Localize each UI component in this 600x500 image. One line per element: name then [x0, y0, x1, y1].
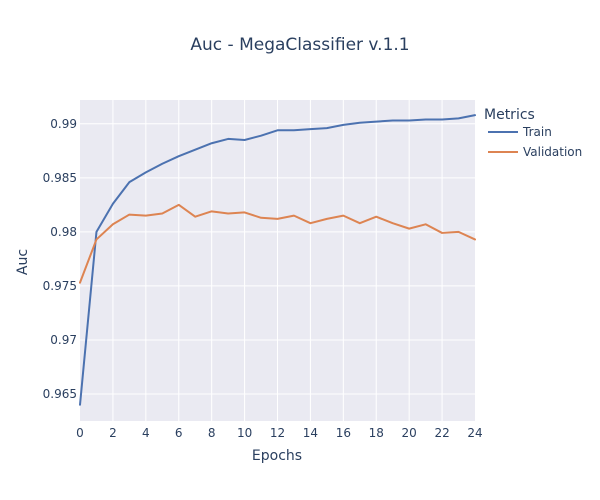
y-axis-ticks: 0.965 0.97 0.975 0.98 0.985 0.99: [43, 117, 77, 401]
x-tick-label: 8: [208, 426, 216, 440]
x-gridlines: [112, 100, 443, 421]
x-tick-label: 12: [270, 426, 285, 440]
y-tick-label: 0.98: [50, 225, 77, 239]
x-tick-label: 22: [434, 426, 449, 440]
legend[interactable]: Metrics Train Validation: [484, 107, 582, 159]
x-axis-title: Epochs: [252, 448, 302, 464]
x-tick-label: 18: [369, 426, 384, 440]
legend-label: Train: [522, 125, 552, 139]
y-tick-label: 0.99: [50, 117, 77, 131]
x-tick-label: 0: [76, 426, 84, 440]
x-tick-label: 14: [303, 426, 318, 440]
x-axis-ticks: 0 2 4 6 8 10 12 14 16 18 20 22 24: [76, 426, 482, 440]
x-tick-label: 10: [237, 426, 252, 440]
x-tick-label: 16: [336, 426, 351, 440]
y-tick-label: 0.975: [43, 279, 77, 293]
y-tick-label: 0.985: [43, 171, 77, 185]
x-tick-label: 20: [402, 426, 417, 440]
legend-item-validation[interactable]: Validation: [488, 145, 582, 159]
y-axis-title: Auc: [15, 249, 31, 275]
legend-title: Metrics: [484, 107, 535, 123]
x-tick-label: 4: [142, 426, 150, 440]
x-tick-label: 6: [175, 426, 183, 440]
series-layer: [79, 114, 476, 406]
legend-label: Validation: [523, 145, 582, 159]
y-tick-label: 0.965: [43, 387, 77, 401]
legend-item-train[interactable]: Train: [488, 125, 552, 139]
x-tick-label: 2: [109, 426, 117, 440]
y-gridlines: [80, 123, 475, 395]
y-tick-label: 0.97: [50, 333, 77, 347]
series-line-validation: [79, 203, 476, 284]
chart-title: Auc - MegaClassifier v.1.1: [190, 35, 409, 55]
x-tick-label: 24: [467, 426, 482, 440]
series-line-train: [79, 114, 476, 406]
